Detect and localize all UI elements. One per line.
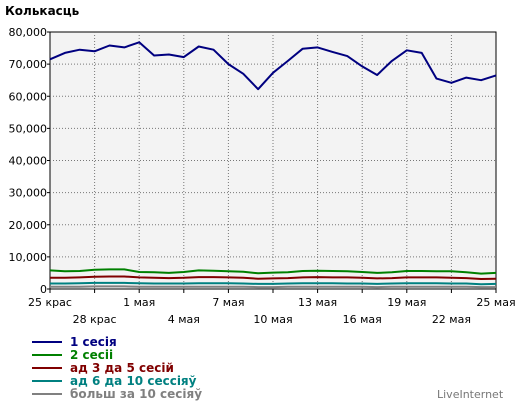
x-tick-label: 25 крас [28, 296, 72, 309]
x-tick-label: 1 мая [123, 296, 155, 309]
series-line [49, 268, 497, 275]
y-tick-label: 50,000 [9, 122, 48, 135]
y-tick-label: 40,000 [9, 155, 48, 168]
chart-title: Колькасць [5, 4, 80, 18]
brand-label: LiveInternet [437, 388, 504, 401]
legend-label: ад 6 да 10 сессіяў [70, 374, 197, 388]
x-tick-label: 28 крас [73, 313, 117, 326]
x-tick-label: 10 мая [253, 313, 292, 326]
y-tick-label: 30,000 [9, 187, 48, 200]
x-tick-label: 16 мая [343, 313, 382, 326]
x-tick-label: 25 мая [476, 296, 515, 309]
series-line [50, 275, 497, 280]
legend-label: ад 3 да 5 сесій [70, 361, 174, 375]
y-tick-label: 70,000 [9, 58, 48, 71]
y-tick-label: 20,000 [9, 219, 48, 232]
x-tick-label: 19 мая [387, 296, 426, 309]
y-tick-label: 80,000 [9, 26, 48, 39]
x-tick-label: 4 мая [168, 313, 200, 326]
legend-label: 2 сесіі [70, 348, 113, 362]
x-tick-label: 13 мая [298, 296, 337, 309]
y-tick-label: 60,000 [9, 90, 48, 103]
y-tick-label: 0 [40, 283, 47, 296]
grid [50, 32, 496, 289]
y-axis: 0 10,000 20,000 30,000 40,000 50,000 60,000 70,… [9, 26, 50, 296]
series-line [50, 285, 496, 289]
legend-label: больш за 10 сесіяў [70, 387, 202, 401]
x-tick-label: 22 мая [432, 313, 471, 326]
y-tick-label: 10,000 [9, 251, 48, 264]
series-line [49, 41, 497, 91]
x-tick-label: 7 мая [212, 296, 244, 309]
series-line [50, 281, 497, 286]
legend-label: 1 сесія [70, 335, 117, 349]
series-lines [49, 41, 497, 289]
